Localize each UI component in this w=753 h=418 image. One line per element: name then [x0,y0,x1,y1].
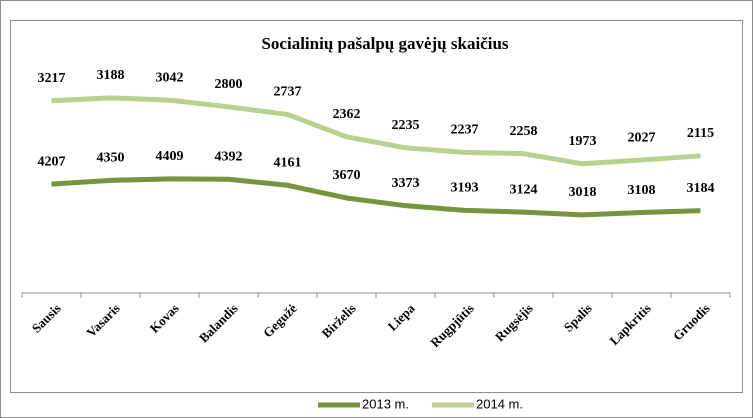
data-label: 4350 [97,151,125,166]
data-label: 3373 [392,176,420,191]
data-label: 2027 [628,130,656,145]
data-label: 4161 [274,155,302,170]
data-label: 3124 [510,182,538,197]
data-label: 2258 [510,124,538,139]
data-label: 3670 [333,168,361,183]
data-label: 3188 [97,68,125,83]
chart-title: Socialinių pašalpų gavėjų skaičius [261,34,508,53]
data-label: 3193 [451,181,479,196]
data-label: 3108 [628,183,656,198]
data-label: 4392 [215,150,243,165]
data-label: 3042 [156,70,184,85]
legend-label: 2013 m. [362,396,409,411]
data-label: 2235 [392,118,420,133]
plot-frame [10,20,743,393]
series-line [51,95,701,167]
data-label: 1973 [569,134,597,149]
legend-label: 2014 m. [476,396,523,411]
data-label: 3217 [38,71,66,86]
data-label: 4409 [156,149,184,164]
data-label: 2115 [687,126,714,141]
data-label: 3018 [569,185,597,200]
data-label: 4207 [38,154,66,169]
data-label: 3184 [687,181,715,196]
data-label: 2800 [215,77,243,92]
data-label: 2237 [451,123,479,138]
data-label: 2737 [274,85,302,100]
series-line [51,176,701,218]
data-label: 2362 [333,107,361,122]
